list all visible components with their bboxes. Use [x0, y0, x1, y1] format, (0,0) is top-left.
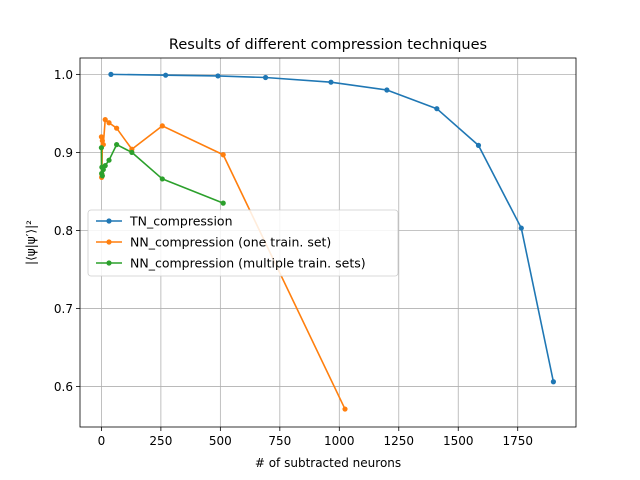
- data-point: [106, 120, 112, 126]
- data-point: [434, 106, 440, 112]
- y-tick-label: 0.9: [54, 146, 73, 160]
- legend-label: NN_compression (one train. set): [130, 235, 331, 250]
- x-tick-label: 250: [149, 434, 172, 448]
- data-point: [129, 149, 135, 155]
- y-tick-label: 0.7: [54, 302, 73, 316]
- y-tick-label: 0.6: [54, 380, 73, 394]
- x-tick-label: 0: [98, 434, 106, 448]
- data-point: [215, 73, 221, 79]
- chart-title: Results of different compression techniq…: [169, 37, 487, 53]
- data-point: [98, 145, 105, 151]
- x-tick-label: 1000: [324, 434, 355, 448]
- series-1: [108, 71, 557, 385]
- data-point: [114, 141, 120, 148]
- legend-marker: [106, 239, 112, 245]
- legend-entry: NN_compression (multiple train. sets): [96, 256, 366, 271]
- data-point: [163, 72, 169, 78]
- y-axis-label: |⟨ψ|ψ′⟩|²: [24, 220, 38, 265]
- series-layer: [98, 71, 557, 412]
- y-tick-label: 1.0: [54, 68, 73, 82]
- ticks-layer: 0 250 500 750 1000 1250 1500 1750 0.6 0.7 0.8 0.9 1.…: [54, 68, 533, 448]
- x-axis-label: # of subtracted neurons: [255, 456, 401, 470]
- data-point: [475, 142, 482, 148]
- legend-marker: [106, 260, 112, 266]
- data-point: [550, 379, 557, 385]
- legend-marker: [106, 218, 112, 224]
- data-point: [220, 200, 226, 206]
- data-point: [100, 166, 106, 173]
- x-tick-label: 750: [268, 434, 291, 448]
- data-point: [342, 406, 348, 412]
- series-line: [110, 73, 555, 382]
- data-point: [159, 123, 165, 129]
- data-point: [518, 225, 524, 231]
- legend-entry: NN_compression (one train. set): [96, 235, 331, 250]
- data-point: [99, 138, 105, 144]
- legend-label: TN_compression: [129, 214, 233, 229]
- x-tick-label: 1750: [502, 434, 533, 448]
- data-point: [106, 157, 112, 163]
- x-tick-label: 1250: [383, 434, 414, 448]
- legend-label: NN_compression (multiple train. sets): [130, 256, 366, 271]
- data-point: [108, 71, 114, 77]
- data-point: [384, 87, 390, 93]
- data-point: [99, 173, 105, 179]
- data-point: [159, 176, 165, 182]
- x-tick-label: 500: [209, 434, 232, 448]
- legend-entry: TN_compression: [96, 214, 233, 229]
- x-tick-label: 1500: [443, 434, 474, 448]
- data-point: [102, 117, 108, 123]
- y-tick-label: 0.8: [54, 224, 73, 238]
- legend-box: [87, 209, 399, 277]
- legend: TN_compression NN_compression (one train.…: [87, 209, 399, 277]
- data-point: [102, 163, 108, 169]
- plot-frame: [79, 57, 577, 428]
- data-point: [220, 152, 226, 158]
- data-point: [328, 79, 334, 85]
- data-point: [262, 74, 269, 81]
- data-point: [114, 125, 120, 131]
- series-3: [98, 141, 226, 206]
- data-point: [98, 134, 105, 140]
